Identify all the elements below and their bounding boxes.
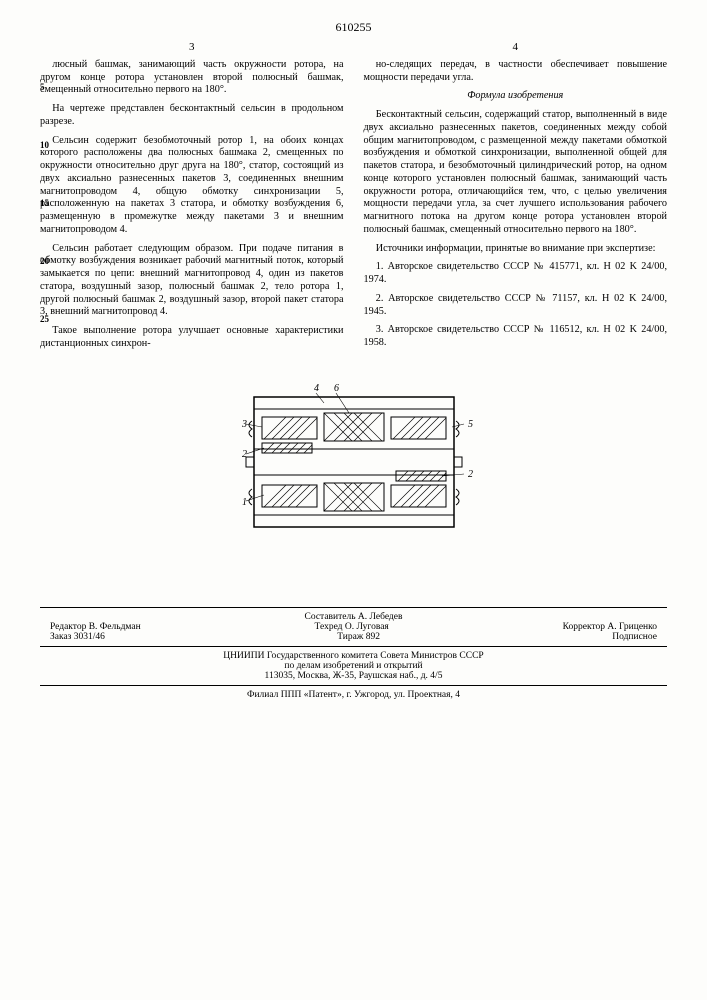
line-marker: 5: [40, 82, 45, 92]
ref-item: 2. Авторское свидетельство СССР № 71157,…: [364, 293, 668, 319]
corrector: Корректор А. Гриценко: [563, 622, 657, 632]
divider: [40, 646, 667, 647]
references: 1. Авторское свидетельство СССР № 415771…: [364, 261, 668, 350]
order: Заказ 3031/46: [50, 632, 105, 642]
ref-item: 1. Авторское свидетельство СССР № 415771…: [364, 261, 668, 287]
column-left: 3 люсный башмак, занимающий часть окружн…: [40, 41, 344, 357]
selsyn-diagram: 3 2 1 6 4 5 2: [224, 377, 484, 547]
line-marker: 15: [40, 198, 49, 208]
ref-item: 3. Авторское свидетельство СССР № 116512…: [364, 324, 668, 350]
para: люсный башмак, занимающий часть окружнос…: [40, 59, 344, 97]
claim-text: Бесконтактный сельсин, содержащий статор…: [364, 109, 668, 237]
order-row: Заказ 3031/46 Тираж 892 Подписное: [40, 632, 667, 642]
svg-text:1: 1: [242, 497, 247, 508]
col-right-num: 4: [364, 41, 668, 55]
para: но-следящих передач, в частности обеспеч…: [364, 59, 668, 85]
two-column-body: 3 люсный башмак, занимающий часть окружн…: [40, 41, 667, 357]
para: Сельсин содержит безобмоточный ротор 1, …: [40, 135, 344, 237]
svg-text:3: 3: [241, 419, 247, 430]
figure-drawing: 3 2 1 6 4 5 2: [40, 377, 667, 547]
formula-title: Формула изобретения: [364, 90, 668, 103]
org2: по делам изобретений и открытий: [40, 661, 667, 671]
svg-text:2: 2: [242, 449, 247, 460]
line-marker: 20: [40, 256, 49, 266]
para: Сельсин работает следующим образом. При …: [40, 243, 344, 320]
column-right: 4 но-следящих передач, в частности обесп…: [364, 41, 668, 357]
svg-text:2: 2: [468, 469, 473, 480]
subscribed: Подписное: [612, 632, 657, 642]
footer-block: Составитель А. Лебедев Редактор В. Фельд…: [40, 607, 667, 700]
line-marker: 25: [40, 314, 49, 324]
page: 610255 3 люсный башмак, занимающий часть…: [0, 0, 707, 1000]
tirazh: Тираж 892: [337, 632, 380, 642]
line-marker: 10: [40, 140, 49, 150]
org1: ЦНИИПИ Государственного комитета Совета …: [40, 651, 667, 661]
svg-text:6: 6: [334, 383, 339, 394]
patent-number: 610255: [40, 20, 667, 35]
addr1: 113035, Москва, Ж-35, Раушская наб., д. …: [40, 671, 667, 681]
col-left-num: 3: [40, 41, 344, 55]
divider: [40, 685, 667, 686]
para: На чертеже представлен бесконтактный сел…: [40, 103, 344, 129]
composer-line: Составитель А. Лебедев: [40, 612, 667, 622]
editor: Редактор В. Фельдман: [50, 622, 141, 632]
techred: Техред О. Луговая: [315, 622, 389, 632]
svg-text:4: 4: [314, 383, 319, 394]
divider: [40, 607, 667, 608]
addr2: Филиал ППП «Патент», г. Ужгород, ул. Про…: [40, 690, 667, 700]
credits-row: Редактор В. Фельдман Техред О. Луговая К…: [40, 622, 667, 632]
svg-text:5: 5: [468, 419, 473, 430]
para: Такое выполнение ротора улучшает основны…: [40, 325, 344, 351]
refs-title: Источники информации, принятые во вниман…: [364, 243, 668, 256]
